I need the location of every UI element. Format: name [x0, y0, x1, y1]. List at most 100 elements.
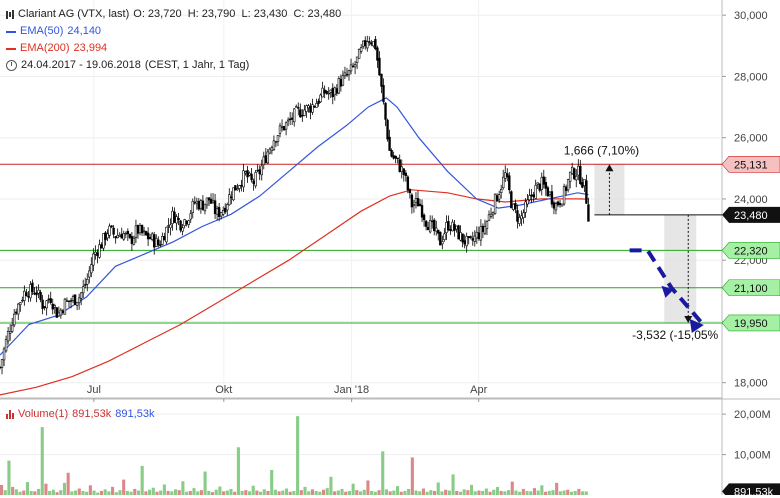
volume-bar	[37, 488, 41, 495]
candle-body	[116, 235, 119, 239]
volume-bar	[222, 491, 226, 495]
volume-bar	[48, 490, 52, 495]
candle-body	[226, 204, 229, 211]
candle-body	[177, 217, 180, 220]
volume-bar	[340, 488, 344, 495]
candle-body	[282, 126, 286, 131]
candle-body	[254, 172, 257, 187]
y-tick-label: 28,000	[734, 71, 768, 83]
volume-bar	[573, 490, 577, 495]
volume-bar	[484, 488, 488, 495]
volume-bar	[410, 457, 414, 495]
candle-body	[211, 200, 215, 203]
ema200-swatch-icon	[6, 47, 16, 50]
volume-bar	[470, 484, 474, 495]
upside-arrowhead-icon	[605, 164, 614, 172]
candle-body	[357, 49, 361, 59]
candle-body	[67, 300, 71, 303]
volume-bar	[566, 489, 570, 495]
volume-bar	[347, 490, 351, 495]
volume-bar	[296, 416, 300, 495]
candle-body	[461, 233, 464, 243]
volume-bar	[107, 491, 111, 495]
candle-body	[303, 109, 306, 116]
volume-bar	[18, 491, 22, 495]
volume-bar	[251, 485, 255, 495]
candle-body	[144, 231, 148, 236]
volume-bar	[14, 489, 18, 495]
candle-body	[465, 235, 468, 247]
candle-body	[386, 119, 389, 140]
volume-bar	[429, 490, 433, 495]
candle-body	[201, 200, 205, 211]
volume-bar	[284, 488, 289, 495]
candle-body	[128, 233, 132, 238]
candle-body	[230, 196, 233, 199]
volume-bar	[96, 492, 100, 495]
y-tick-label: 26,000	[734, 133, 768, 145]
volume-bar	[240, 490, 244, 495]
candle-body	[65, 300, 69, 302]
legend-instrument-row: Clariant AG (VTX, last) O: 23,720 H: 23,…	[6, 6, 341, 23]
volume-bar	[355, 490, 359, 495]
candle-body	[114, 236, 117, 239]
ema50-swatch-icon	[6, 30, 16, 33]
candle-body	[483, 226, 487, 234]
volume-bar	[451, 474, 455, 495]
volume-bar	[177, 490, 181, 495]
candle-body	[550, 191, 554, 205]
candle-body	[161, 235, 164, 245]
candle-body	[518, 217, 521, 224]
candle-body	[410, 194, 414, 208]
volume-label: Volume(1)	[18, 408, 69, 420]
candle-body	[248, 172, 251, 176]
candle-body	[441, 241, 444, 245]
candle-body	[2, 348, 6, 361]
volume-bar	[236, 447, 240, 495]
volume-bar	[381, 451, 385, 495]
candle-body	[81, 286, 85, 294]
volume-bar	[584, 491, 588, 495]
volume-bar	[395, 486, 400, 495]
candle-body	[439, 231, 442, 246]
candle-body	[577, 165, 580, 176]
volume-bar	[321, 489, 326, 495]
candle-body	[280, 125, 284, 128]
candle-body	[59, 309, 63, 316]
candle-body	[343, 72, 347, 77]
candle-body	[416, 198, 420, 207]
candle-body	[487, 214, 491, 221]
candle-body	[94, 251, 97, 255]
volume-bar	[399, 491, 403, 495]
candle-body	[573, 168, 576, 180]
volume-bar	[0, 484, 4, 495]
volume-bar	[473, 491, 477, 495]
candle-body	[45, 300, 48, 309]
volume-bar	[551, 490, 555, 495]
candle-body	[390, 150, 393, 157]
candle-body	[353, 64, 357, 68]
candle-body	[325, 90, 328, 94]
candle-body	[19, 302, 22, 306]
candle-body	[153, 234, 156, 248]
ohlc-values: O: 23,720 H: 23,790 L: 23,430 C: 23,480	[133, 8, 342, 20]
candle-body	[512, 203, 515, 210]
candle-body	[75, 301, 79, 306]
candle-body	[238, 185, 241, 189]
level-tag	[721, 279, 780, 297]
candle-body	[221, 210, 225, 215]
candle-body	[451, 221, 454, 232]
candle-body	[445, 222, 448, 234]
candle-body	[382, 85, 385, 103]
volume-bar	[377, 490, 381, 495]
candle-body	[130, 236, 134, 244]
candle-body	[530, 194, 533, 197]
period-detail: (CEST, 1 Jahr, 1 Tag)	[144, 59, 250, 71]
volume-bar	[447, 490, 451, 495]
candle-body	[181, 227, 184, 232]
volume-bar	[495, 486, 500, 495]
volume-bar	[129, 491, 133, 495]
volume-last-label: 891,53k	[734, 486, 774, 495]
candle-body	[234, 185, 237, 191]
